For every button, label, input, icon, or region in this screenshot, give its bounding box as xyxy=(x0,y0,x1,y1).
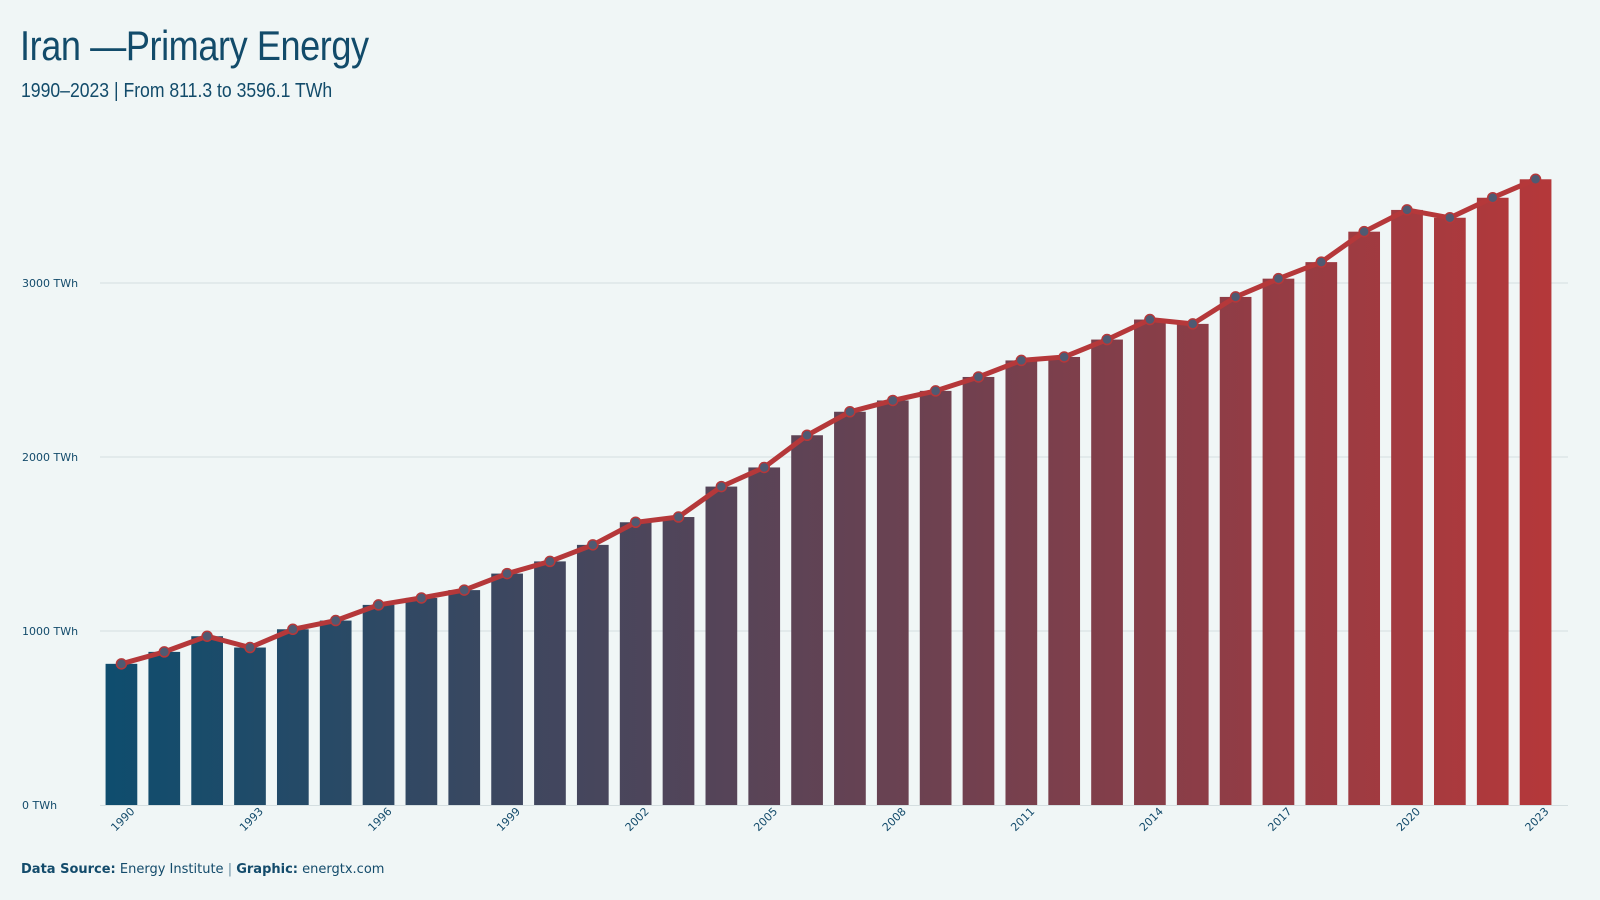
point-2015 xyxy=(1187,318,1199,330)
point-1991 xyxy=(158,646,171,658)
bar-1998 xyxy=(448,590,481,805)
point-2007 xyxy=(844,406,856,418)
bar-2003 xyxy=(662,517,695,805)
point-2009 xyxy=(929,385,942,397)
x-tick-label: 2014 xyxy=(1137,805,1166,834)
x-tick-label: 2023 xyxy=(1523,805,1552,834)
x-tick-label: 1993 xyxy=(237,805,266,834)
point-2016 xyxy=(1229,291,1242,303)
x-tick-label: 2017 xyxy=(1265,805,1294,834)
bars xyxy=(105,179,1552,806)
bar-2023 xyxy=(1519,179,1552,806)
source-value: Energy Institute xyxy=(119,862,224,877)
bar-1999 xyxy=(491,573,523,805)
bar-2013 xyxy=(1091,339,1123,805)
bar-2010 xyxy=(962,376,995,805)
x-tick-label: 1996 xyxy=(366,805,395,834)
bar-2015 xyxy=(1176,323,1209,805)
x-tick-label: 1999 xyxy=(494,805,523,834)
point-1993 xyxy=(244,641,256,654)
point-2004 xyxy=(715,480,728,493)
point-1990 xyxy=(115,658,128,670)
footer-separator: | xyxy=(227,862,233,877)
bar-2018 xyxy=(1305,262,1338,805)
graphic-label: Graphic: xyxy=(236,862,298,877)
point-2003 xyxy=(672,511,685,523)
bar-2008 xyxy=(876,400,909,805)
point-1995 xyxy=(329,614,342,627)
point-2010 xyxy=(972,371,985,383)
point-1996 xyxy=(372,599,385,611)
y-tick-label: 0 TWh xyxy=(22,799,57,812)
point-2017 xyxy=(1272,272,1285,285)
bar-1994 xyxy=(276,629,309,805)
chart-subtitle: 1990–2023 | From 811.3 to 3596.1 TWh xyxy=(21,80,333,102)
chart-title: Iran —Primary Energy xyxy=(20,22,369,69)
point-2001 xyxy=(587,539,599,551)
bar-2017 xyxy=(1262,278,1295,805)
bar-2000 xyxy=(534,561,566,805)
x-tick-label: 2020 xyxy=(1394,805,1423,834)
point-2000 xyxy=(544,555,556,568)
bar-1991 xyxy=(148,651,181,805)
x-tick-label: 2005 xyxy=(751,805,780,834)
point-2018 xyxy=(1315,256,1328,268)
graphic-value: energtx.com xyxy=(302,862,385,877)
x-axis-labels: 1990 1993 1996 1999 2002 2005 2008 2011 2014 2017… xyxy=(108,805,1551,834)
point-2020 xyxy=(1401,204,1413,216)
point-2022 xyxy=(1486,191,1499,204)
bar-2016 xyxy=(1219,296,1252,805)
bar-1997 xyxy=(405,597,438,805)
bar-2019 xyxy=(1348,231,1381,806)
bar-1992 xyxy=(191,636,223,805)
y-axis-labels: 0 TWh 1000 TWh 2000 TWh 3000 TWh xyxy=(22,277,78,812)
bar-1995 xyxy=(319,620,352,805)
point-2008 xyxy=(887,394,899,407)
point-2006 xyxy=(801,429,813,441)
bar-1996 xyxy=(362,604,395,805)
point-2011 xyxy=(1015,354,1028,367)
point-2002 xyxy=(629,516,642,528)
trend-line-path xyxy=(118,176,1539,667)
point-2023 xyxy=(1529,173,1542,186)
point-1999 xyxy=(501,567,513,580)
bar-1990 xyxy=(105,663,138,805)
x-tick-label: 2011 xyxy=(1008,805,1037,834)
point-2019 xyxy=(1358,225,1370,238)
bar-1993 xyxy=(234,647,266,805)
point-1997 xyxy=(415,592,428,604)
y-tick-label: 3000 TWh xyxy=(22,277,78,290)
bar-2004 xyxy=(705,486,738,805)
x-tick-label: 2002 xyxy=(623,805,652,834)
trend-line xyxy=(118,176,1539,667)
point-1992 xyxy=(201,630,213,642)
bar-2001 xyxy=(576,544,609,805)
bar-2012 xyxy=(1048,356,1081,805)
point-2013 xyxy=(1101,333,1113,346)
line-markers xyxy=(115,173,1542,670)
bar-2011 xyxy=(1005,360,1038,805)
bar-2021 xyxy=(1434,217,1466,805)
y-tick-label: 1000 TWh xyxy=(22,625,78,638)
source-label: Data Source: xyxy=(21,862,116,877)
point-1998 xyxy=(458,584,470,596)
y-tick-label: 2000 TWh xyxy=(22,451,78,464)
bar-2009 xyxy=(919,390,952,805)
bar-2006 xyxy=(791,435,823,805)
point-2005 xyxy=(758,461,770,474)
bar-2005 xyxy=(748,467,781,805)
point-2014 xyxy=(1144,313,1156,326)
footer-credits: Data Source: Energy Institute | Graphic:… xyxy=(21,862,384,877)
x-tick-label: 2008 xyxy=(880,805,909,834)
bar-2020 xyxy=(1391,209,1423,806)
bar-2014 xyxy=(1134,319,1166,805)
point-2012 xyxy=(1058,351,1070,363)
bar-2007 xyxy=(834,411,866,805)
bar-2002 xyxy=(619,522,652,805)
bar-2022 xyxy=(1476,197,1509,806)
x-tick-label: 1990 xyxy=(108,805,137,834)
point-2021 xyxy=(1444,212,1456,224)
point-1994 xyxy=(287,623,299,636)
